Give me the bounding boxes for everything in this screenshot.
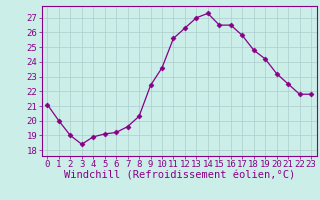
X-axis label: Windchill (Refroidissement éolien,°C): Windchill (Refroidissement éolien,°C) [64,171,295,181]
